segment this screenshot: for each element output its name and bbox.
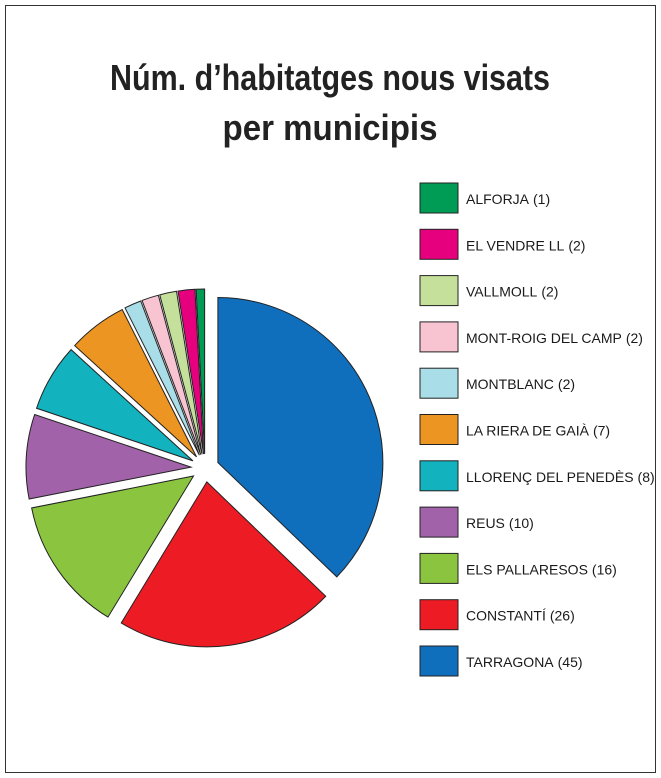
legend-value: (45) — [558, 654, 583, 670]
pie-slice — [159, 290, 203, 455]
legend-value: (2) — [626, 330, 643, 346]
legend-swatch — [419, 645, 459, 677]
legend-label: ELS PALLARESOS (16) — [466, 561, 617, 577]
pie-slice — [31, 475, 195, 618]
legend-value: (8) — [638, 469, 655, 485]
legend-label: MONT-ROIG DEL CAMP (2) — [466, 330, 643, 346]
legend-swatch — [419, 599, 459, 631]
chart-subtitle: per municipis — [223, 107, 438, 148]
legend-name: ELS PALLARESOS — [466, 561, 588, 577]
legend-value: (2) — [568, 237, 585, 253]
legend-value: (16) — [592, 561, 617, 577]
legend-name: CONSTANTÍ — [466, 607, 546, 623]
legend-name: LA RIERA DE GAIÀ — [466, 422, 590, 438]
pie-slice — [25, 413, 193, 500]
legend-value: (7) — [593, 422, 610, 438]
legend-swatch — [419, 367, 459, 399]
chart-title: Núm. d’habitatges nous visats — [110, 57, 550, 98]
legend-label: TARRAGONA (45) — [466, 654, 583, 670]
legend-name: TARRAGONA — [466, 654, 554, 670]
legend-name: ALFORJA — [466, 191, 530, 207]
legend-label: MONTBLANC (2) — [466, 376, 575, 392]
legend-swatch — [419, 321, 459, 353]
legend-value: (26) — [550, 607, 575, 623]
pie-slice — [217, 297, 384, 578]
pie-slice — [73, 308, 197, 458]
legend-label: LLORENÇ DEL PENEDÈS (8) — [466, 469, 655, 485]
legend-name: VALLMOLL — [466, 283, 538, 299]
legend-label: LA RIERA DE GAIÀ (7) — [466, 422, 610, 438]
pie-slice — [177, 288, 205, 455]
legend-swatch — [419, 460, 459, 492]
legend-swatch — [419, 552, 459, 584]
legend-label: EL VENDRE LL (2) — [466, 237, 585, 253]
legend-value: (2) — [541, 283, 558, 299]
legend-swatch — [419, 506, 459, 538]
legend-swatch — [419, 275, 459, 307]
legend-name: MONTBLANC — [466, 376, 554, 392]
pie-slice — [35, 348, 194, 462]
legend-swatch — [419, 414, 459, 445]
pie-slice — [141, 294, 202, 455]
legend-value: (10) — [509, 515, 534, 531]
pie-slice — [120, 481, 327, 648]
legend-swatch — [419, 182, 459, 214]
legend-name: MONT-ROIG DEL CAMP — [466, 330, 622, 346]
legend-name: REUS — [466, 515, 505, 531]
legend-label: VALLMOLL (2) — [466, 283, 558, 299]
legend-value: (1) — [533, 191, 550, 207]
legend-label: REUS (10) — [466, 515, 534, 531]
pie-slice — [195, 288, 206, 455]
legend-label: CONSTANTÍ (26) — [466, 607, 575, 623]
pie-slice — [124, 300, 200, 456]
legend-swatch — [419, 228, 459, 260]
legend-name: LLORENÇ DEL PENEDÈS — [466, 469, 634, 485]
legend-value: (2) — [558, 376, 575, 392]
legend-name: EL VENDRE LL — [466, 237, 565, 253]
legend-label: ALFORJA (1) — [466, 191, 550, 207]
